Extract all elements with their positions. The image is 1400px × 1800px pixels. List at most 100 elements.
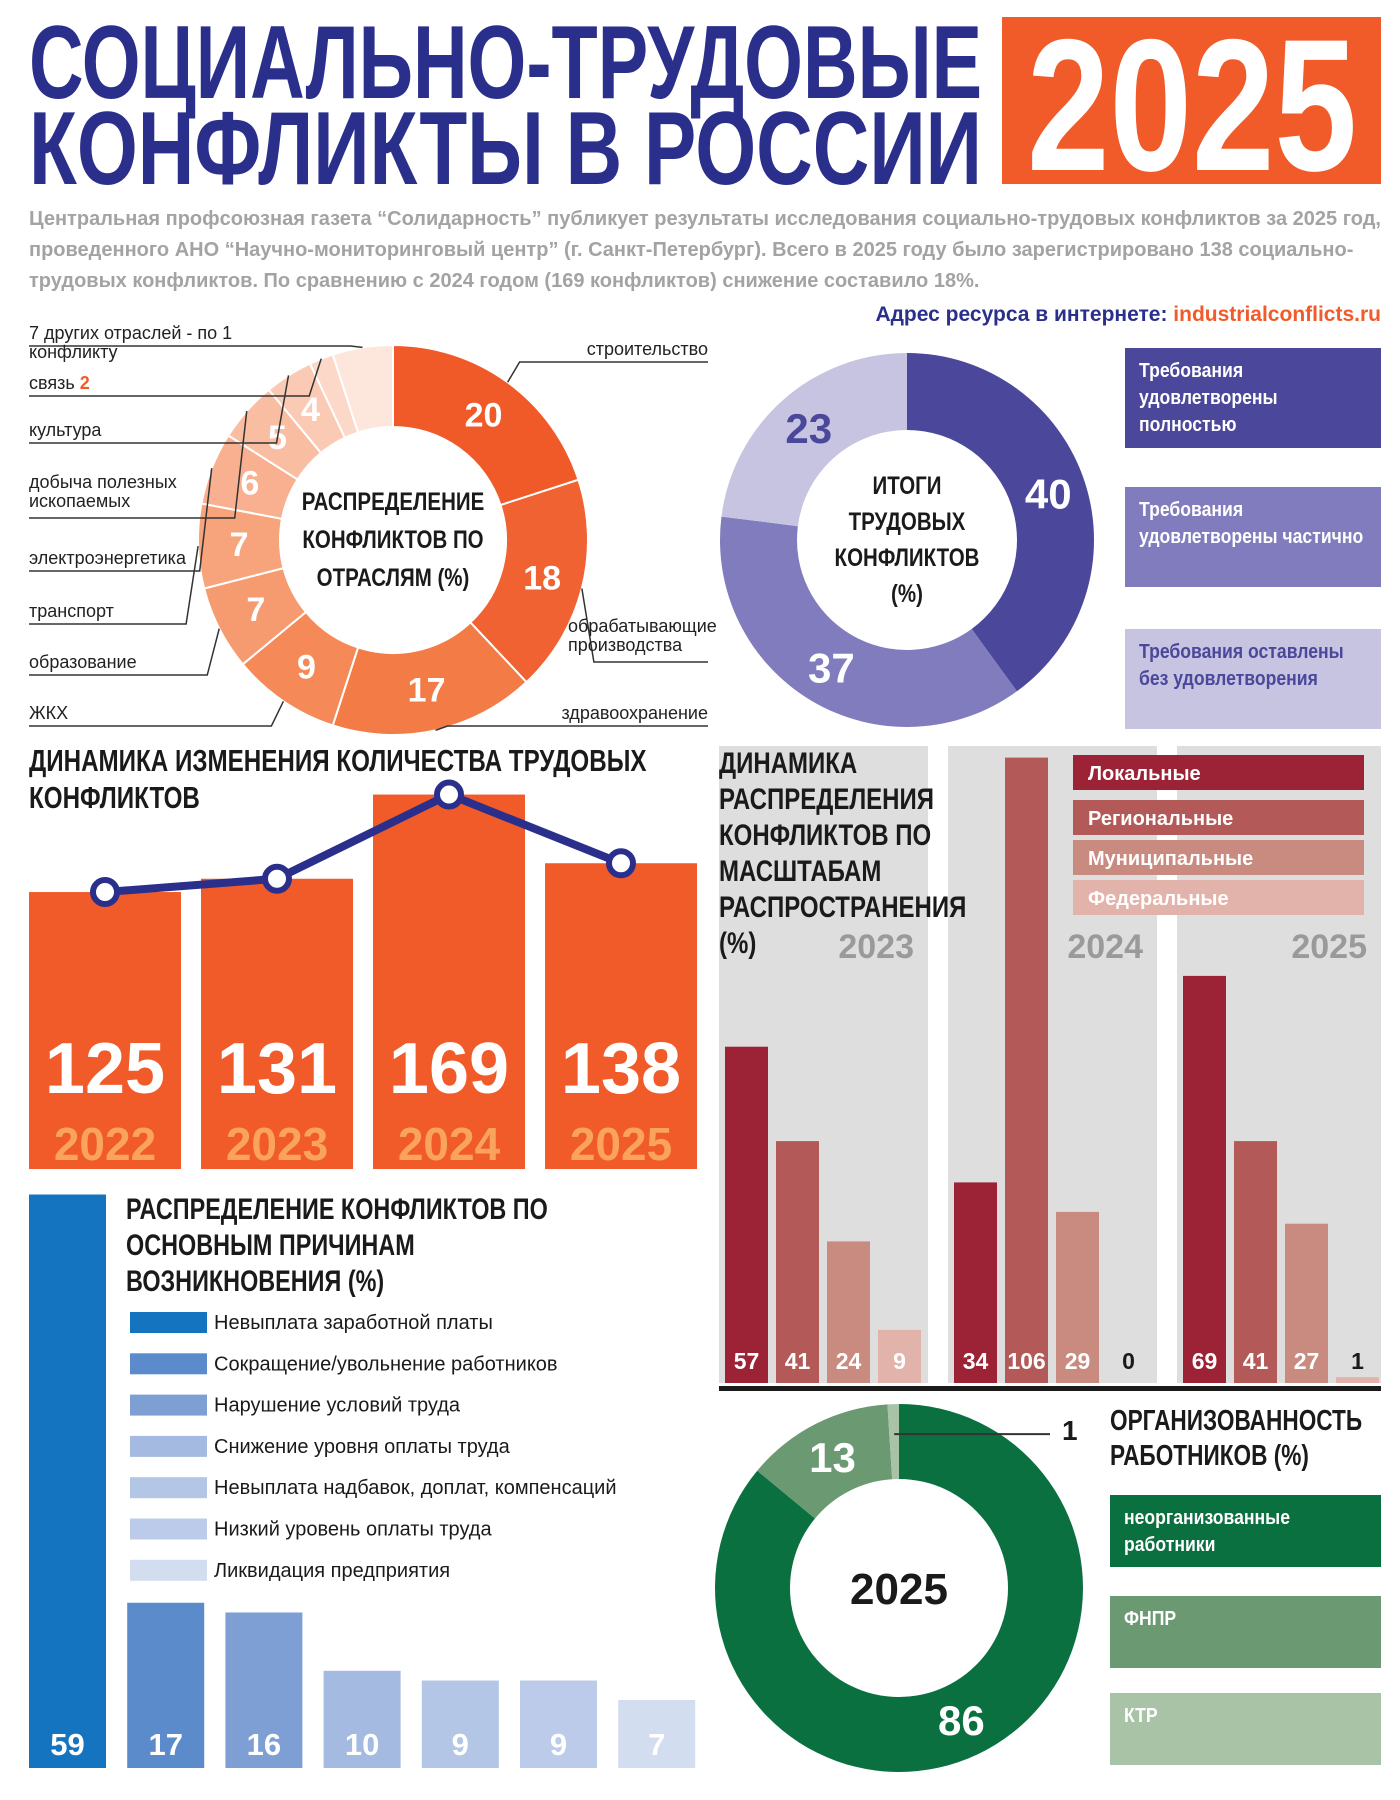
title-line: КОНФЛИКТЫ В РОССИИ	[29, 91, 982, 207]
slice-value: 17	[408, 671, 446, 709]
slice-value: 4	[301, 391, 320, 429]
section-title: ДИНАМИКА РАСПРЕДЕЛЕНИЯ КОНФЛИКТОВ ПО МАС…	[719, 747, 967, 960]
bar	[1183, 975, 1226, 1383]
baseline	[719, 1386, 1381, 1391]
bar	[421, 1680, 499, 1768]
bar-value: 69	[1192, 1348, 1218, 1374]
slice-value: 20	[465, 396, 503, 434]
legend-label: Требования удовлетворены полностью	[1139, 360, 1278, 436]
category-label: обрабатывающие производства	[568, 616, 717, 655]
bar-value: 34	[963, 1348, 989, 1374]
slice-value: 6	[240, 464, 259, 502]
bar	[1056, 1211, 1099, 1383]
bar	[545, 863, 697, 1169]
trend-point	[606, 848, 636, 879]
bar-value: 59	[50, 1727, 84, 1762]
year-box	[1002, 17, 1381, 184]
slice-value: 1	[1062, 1415, 1078, 1446]
category-name: связь	[29, 373, 75, 393]
donut-slice	[757, 1404, 893, 1519]
donut-slice	[721, 353, 907, 527]
year-label: 2025	[570, 1118, 672, 1170]
legend-label: Требования удовлетворены частично	[1139, 499, 1364, 548]
legend-label: неорганизованные работники	[1124, 1507, 1291, 1556]
legend-swatch	[1073, 800, 1364, 835]
leader-line	[581, 588, 708, 663]
legend-label: Региональные	[1088, 808, 1233, 830]
bar-value: 9	[893, 1348, 906, 1374]
leader-line	[29, 375, 290, 444]
legend-label: КТР	[1124, 1705, 1158, 1727]
legend-label: Низкий уровень оплаты труда	[214, 1519, 492, 1541]
donut-slice	[907, 352, 1094, 692]
legend-box	[1125, 487, 1381, 587]
legend-swatch	[130, 1312, 207, 1333]
year-label: 2024	[1067, 928, 1143, 966]
legend-label: Снижение уровня оплаты труда	[214, 1436, 511, 1458]
slice-value: 40	[1025, 471, 1072, 518]
category-label: 7 других отраслей - по 1 конфликту	[29, 323, 233, 362]
bar-value: 29	[1065, 1348, 1091, 1374]
bar-value: 17	[148, 1727, 182, 1762]
category-label: образование	[29, 652, 137, 672]
bar	[878, 1329, 921, 1383]
category-label: строительство	[586, 339, 708, 359]
bar	[29, 1194, 106, 1768]
bar	[323, 1670, 401, 1768]
legend-swatch	[130, 1353, 207, 1375]
trend-point	[90, 877, 120, 908]
resource-label: Адрес ресурса в интернете:	[875, 303, 1168, 326]
bar-value: 1	[1351, 1348, 1364, 1374]
legend-swatch	[130, 1559, 207, 1581]
slice-value: 7	[246, 591, 265, 629]
donut-slice	[720, 516, 1017, 728]
category-label: связь 2	[29, 374, 90, 393]
bar	[29, 892, 181, 1169]
legend-label: Федеральные	[1088, 888, 1229, 910]
slice-value: 13	[809, 1434, 856, 1481]
category-label: добыча полезных ископаемых	[29, 472, 177, 511]
bar-value: 24	[836, 1348, 862, 1374]
legend-swatch	[130, 1477, 207, 1499]
bar-value: 0	[1122, 1348, 1135, 1374]
donut-slice	[887, 1404, 899, 1480]
year-label: 2023	[226, 1118, 328, 1170]
bar	[127, 1602, 205, 1768]
leader-line	[29, 628, 220, 676]
category-label: транспорт	[29, 601, 114, 621]
bar-value: 10	[345, 1727, 379, 1762]
category-label: ЖКХ	[29, 703, 69, 723]
legend-label: Муниципальные	[1088, 848, 1253, 870]
donut-slice	[715, 1404, 1084, 1772]
legend-swatch	[130, 1518, 207, 1540]
bar-value: 131	[217, 1029, 337, 1109]
bar	[201, 878, 353, 1169]
bar-value: 27	[1294, 1348, 1320, 1374]
bar-value: 16	[247, 1727, 281, 1762]
bar	[1005, 757, 1048, 1383]
leader-line	[29, 468, 213, 572]
legend-label: Локальные	[1088, 763, 1201, 785]
bar-value: 7	[648, 1727, 665, 1762]
bar-value: 138	[561, 1029, 681, 1109]
slice-value: 23	[785, 405, 832, 452]
donut-slice	[331, 343, 394, 434]
bar-value: 169	[389, 1029, 509, 1109]
bar-value: 125	[45, 1029, 165, 1109]
title-line: СОЦИАЛЬНО-ТРУДОВЫЕ	[29, 5, 982, 121]
slice-value: 86	[938, 1697, 985, 1744]
slice-value: 37	[808, 644, 855, 691]
legend-label: Нарушение условий труда	[214, 1395, 461, 1417]
bar	[618, 1699, 696, 1768]
bar	[725, 1046, 768, 1383]
legend-box	[1110, 1495, 1381, 1567]
year-label: 2024	[398, 1118, 501, 1170]
bar	[1285, 1223, 1328, 1383]
legend-label: Требования оставлены без удовлетворения	[1139, 641, 1344, 690]
trend-point	[262, 863, 292, 894]
leader-line	[506, 361, 708, 383]
bar	[776, 1141, 819, 1383]
donut-slice	[392, 343, 580, 507]
